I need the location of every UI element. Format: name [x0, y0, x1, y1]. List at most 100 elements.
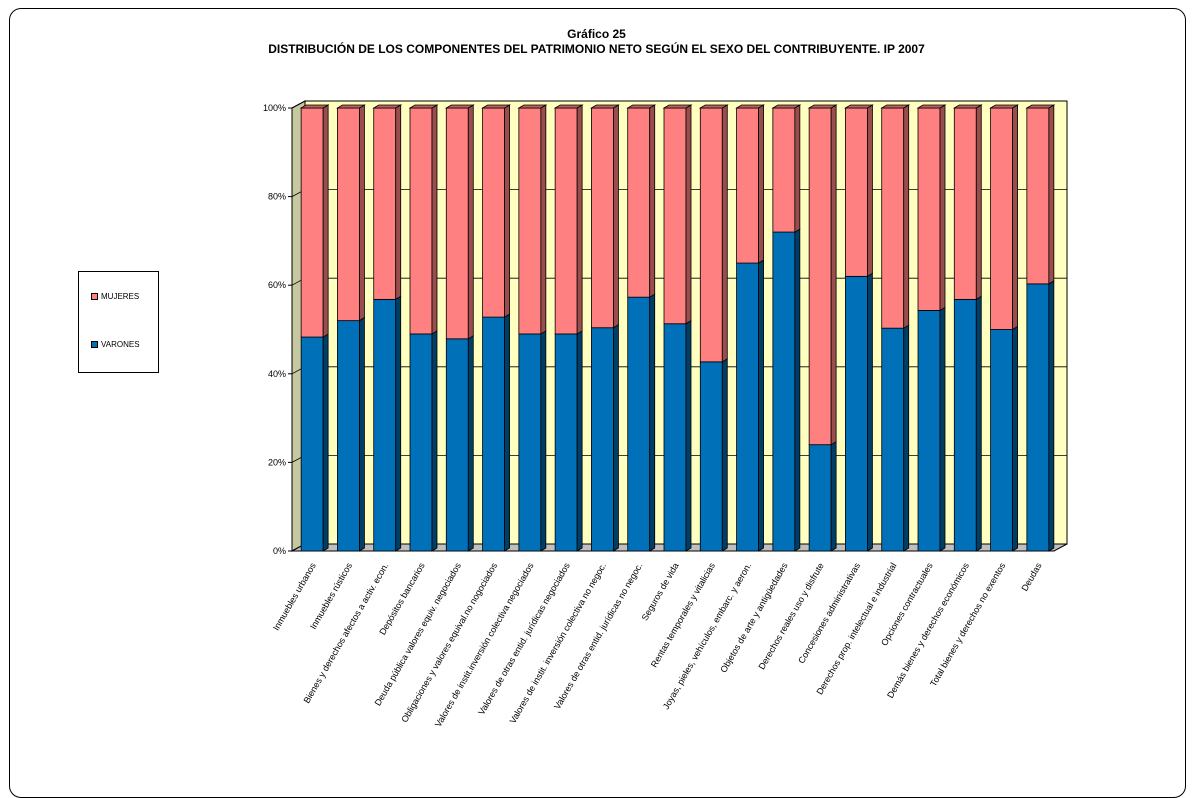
bar-mujeres-16 — [881, 107, 905, 329]
bar-mujeres-14 — [808, 107, 832, 446]
bar-mujeres-side-14 — [830, 104, 837, 446]
bar-mujeres-side-6 — [540, 104, 547, 335]
legend-item-mujeres: MUJERES — [91, 292, 139, 301]
bar-top-7 — [553, 104, 584, 109]
y-tick-label: 80% — [268, 192, 286, 202]
bar-mujeres-15 — [845, 107, 868, 277]
chart-title-block: Gráfico 25 DISTRIBUCIÓN DE LOS COMPONENT… — [0, 27, 1193, 57]
bar-mujeres-side-15 — [867, 104, 873, 278]
chart-subtitle: DISTRIBUCIÓN DE LOS COMPONENTES DEL PATR… — [268, 42, 925, 56]
legend-label-mujeres: MUJERES — [101, 292, 140, 301]
bar-mujeres-side-4 — [467, 104, 474, 340]
bar-varones-side-20 — [1048, 280, 1055, 552]
bar-varones-side-3 — [431, 330, 438, 552]
bar-varones-side-5 — [504, 313, 510, 552]
bar-varones-7 — [554, 333, 578, 552]
bar-varones-5 — [482, 316, 505, 552]
bar-top-4 — [444, 104, 475, 109]
bar-varones-3 — [409, 333, 433, 552]
x-category-label: Concesiones administrativas — [796, 561, 862, 666]
legend-label-varones: VARONES — [101, 340, 140, 349]
bar-varones-4 — [445, 338, 469, 552]
bar-mujeres-3 — [409, 107, 433, 335]
bar-mujeres-19 — [990, 107, 1013, 330]
bar-varones-side-17 — [939, 306, 946, 552]
bar-mujeres-side-13 — [794, 104, 801, 233]
x-category-label: Bienes y derechos afectos a activ. econ. — [302, 561, 391, 705]
bar-top-10 — [662, 104, 693, 109]
bar-varones-8 — [591, 327, 614, 552]
bar-varones-14 — [808, 444, 832, 552]
bar-mujeres-4 — [445, 107, 469, 340]
bar-mujeres-0 — [300, 107, 324, 338]
bar-mujeres-side-8 — [613, 104, 619, 329]
bar-top-3 — [408, 104, 439, 109]
bar-top-17 — [916, 104, 947, 109]
bar-mujeres-8 — [591, 107, 614, 329]
bar-varones-1 — [337, 320, 360, 552]
bar-top-20 — [1025, 104, 1056, 109]
chart-title: Gráfico 25 — [567, 27, 626, 41]
bar-varones-side-16 — [903, 324, 910, 552]
bar-mujeres-side-10 — [685, 104, 692, 325]
bar-mujeres-side-17 — [939, 104, 946, 312]
bar-varones-9 — [627, 296, 651, 552]
x-category-label: Total bienes y derechos no exentos — [928, 561, 1007, 689]
bar-top-13 — [771, 104, 802, 109]
bar-mujeres-18 — [953, 107, 977, 300]
bar-varones-15 — [845, 275, 868, 552]
y-tick-label: 40% — [268, 369, 286, 379]
bar-varones-side-13 — [794, 228, 801, 552]
bar-mujeres-20 — [1026, 107, 1050, 285]
x-category-label: Rentas temporales y vitalicias — [649, 561, 717, 670]
bar-mujeres-side-18 — [975, 104, 982, 301]
bar-varones-13 — [772, 231, 796, 552]
bar-varones-side-14 — [830, 440, 837, 552]
bar-top-5 — [481, 104, 512, 109]
bar-varones-side-6 — [540, 330, 547, 552]
y-tick-label: 0% — [273, 546, 286, 556]
bar-varones-side-0 — [322, 333, 329, 552]
bar-mujeres-5 — [482, 107, 505, 318]
bar-top-16 — [880, 104, 911, 109]
bar-mujeres-side-0 — [322, 104, 329, 338]
bar-mujeres-side-9 — [649, 104, 656, 298]
x-category-label: Seguros de vida — [640, 561, 681, 622]
bar-varones-17 — [917, 310, 941, 552]
bar-varones-side-18 — [975, 295, 982, 552]
bar-top-9 — [626, 104, 657, 109]
bar-top-18 — [952, 104, 983, 109]
bar-mujeres-side-1 — [359, 104, 365, 322]
bar-top-14 — [807, 104, 838, 109]
legend-item-varones: VARONES — [91, 340, 140, 349]
bar-varones-11 — [699, 361, 723, 552]
y-tick-label: 20% — [268, 457, 286, 467]
bar-top-12 — [735, 104, 766, 109]
bar-top-15 — [843, 104, 874, 109]
bar-varones-side-11 — [721, 358, 728, 552]
bar-mujeres-side-3 — [431, 104, 438, 335]
bar-mujeres-17 — [917, 107, 941, 311]
bar-varones-side-9 — [649, 293, 656, 552]
bar-varones-12 — [736, 262, 759, 552]
bar-varones-side-19 — [1012, 325, 1018, 552]
bar-varones-16 — [881, 327, 905, 552]
bar-varones-0 — [300, 336, 324, 552]
bar-top-1 — [335, 104, 366, 109]
y-tick-label: 60% — [268, 280, 286, 290]
bar-mujeres-13 — [772, 107, 796, 233]
bar-varones-side-7 — [576, 330, 583, 552]
bar-varones-6 — [518, 333, 542, 552]
gridline — [291, 100, 1067, 109]
x-category-label: Derechos reales uso y disfrute — [756, 561, 825, 671]
bar-top-6 — [517, 104, 548, 109]
bar-varones-side-2 — [395, 295, 402, 552]
bar-mujeres-side-5 — [504, 104, 510, 318]
bar-mujeres-side-12 — [758, 104, 764, 264]
bar-varones-side-4 — [467, 335, 474, 552]
bar-varones-side-10 — [685, 320, 692, 552]
bar-varones-18 — [953, 298, 977, 552]
bar-top-2 — [372, 104, 403, 109]
bar-top-8 — [589, 104, 620, 109]
